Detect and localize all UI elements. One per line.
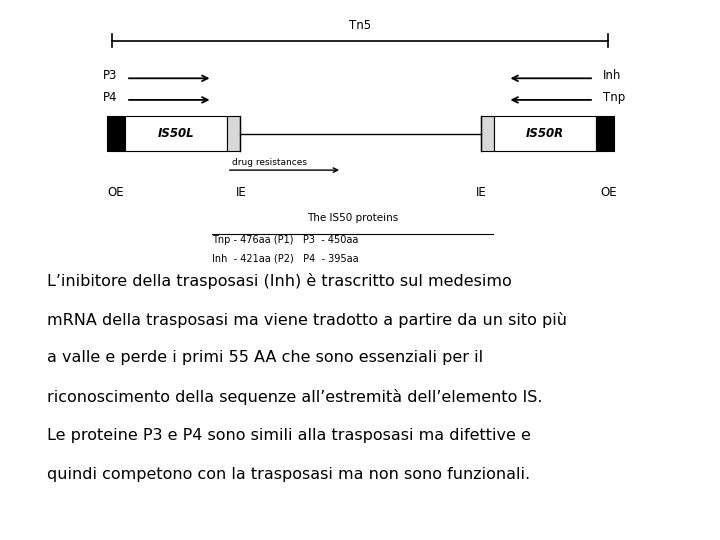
Bar <box>481 116 494 151</box>
Text: IS50R: IS50R <box>526 127 564 140</box>
Text: riconoscimento della sequenze all’estremità dell’elemento IS.: riconoscimento della sequenze all’estrem… <box>47 389 542 406</box>
Text: OE: OE <box>600 186 617 199</box>
Text: mRNA della trasposasi ma viene tradotto a partire da un sito più: mRNA della trasposasi ma viene tradotto … <box>47 312 567 328</box>
Text: IE: IE <box>476 186 486 199</box>
Text: The IS50 proteins: The IS50 proteins <box>307 213 398 224</box>
Bar <box>107 116 125 151</box>
Text: quindi competono con la trasposasi ma non sono funzionali.: quindi competono con la trasposasi ma no… <box>47 467 530 482</box>
Text: Tnp - 476aa (P1)   P3  - 450aa: Tnp - 476aa (P1) P3 - 450aa <box>212 235 359 245</box>
Text: IE: IE <box>236 186 246 199</box>
Text: P3: P3 <box>103 69 117 82</box>
Bar <box>494 116 596 151</box>
Text: Tnp: Tnp <box>603 91 625 104</box>
Bar <box>125 116 227 151</box>
Text: Tn5: Tn5 <box>349 19 371 32</box>
Text: OE: OE <box>107 186 124 199</box>
Bar <box>227 116 240 151</box>
Text: Le proteine P3 e P4 sono simili alla trasposasi ma difettive e: Le proteine P3 e P4 sono simili alla tra… <box>47 428 531 443</box>
Bar <box>596 116 614 151</box>
Text: L’inibitore della trasposasi (Inh) è trascritto sul medesimo: L’inibitore della trasposasi (Inh) è tra… <box>47 273 511 289</box>
Text: a valle e perde i primi 55 AA che sono essenziali per il: a valle e perde i primi 55 AA che sono e… <box>47 350 483 366</box>
Text: Inh  - 421aa (P2)   P4  - 395aa: Inh - 421aa (P2) P4 - 395aa <box>212 254 359 264</box>
Text: Inh: Inh <box>603 69 621 82</box>
Text: P4: P4 <box>103 91 117 104</box>
Text: IS50L: IS50L <box>158 127 194 140</box>
Text: drug resistances: drug resistances <box>233 158 307 167</box>
